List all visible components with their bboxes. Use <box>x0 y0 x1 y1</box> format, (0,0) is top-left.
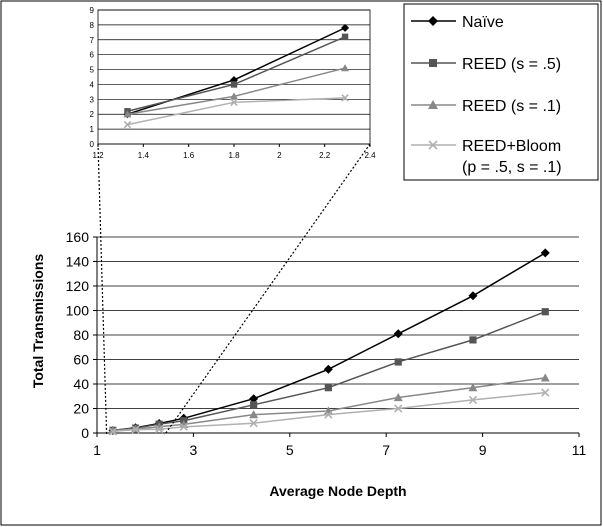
data-point <box>108 427 118 436</box>
data-point <box>249 410 259 419</box>
data-point <box>131 425 140 434</box>
inset-x-tick-label: 2.4 <box>364 151 376 160</box>
x-tick-label: 9 <box>479 442 487 458</box>
y-tick-label: 0 <box>81 425 89 441</box>
data-point <box>468 291 478 301</box>
zoom-connector-lines <box>97 143 371 436</box>
legend-label: REED+Bloom <box>462 138 561 155</box>
inset-y-tick-label: 1 <box>90 125 95 134</box>
inset-plot: 0 1 2 3 4 5 6 7 8 9 1.2 1.4 1.6 1.8 2 2.2 2.4 <box>90 6 377 160</box>
inset-x-tick-label: 1.6 <box>183 151 195 160</box>
inset-y-tick-label: 8 <box>90 21 95 30</box>
x-tick-label: 7 <box>382 442 390 458</box>
inset-y-tick-label: 0 <box>90 140 95 149</box>
x-tick-label: 11 <box>572 442 587 458</box>
inset-data-point <box>341 94 349 102</box>
data-point <box>324 410 333 419</box>
zoom-line-left <box>97 143 108 436</box>
inset-x-tick-label: 2.2 <box>319 151 331 160</box>
data-point <box>468 395 478 405</box>
y-tick-label: 140 <box>66 254 90 270</box>
inset-y-tick-label: 4 <box>90 80 95 89</box>
legend-label-line2: (p = .5, s = .1) <box>462 159 562 176</box>
inset-data-point <box>230 81 238 88</box>
inset-x-tick-label: 1.2 <box>92 151 104 160</box>
y-tick-label: 160 <box>66 229 90 245</box>
inset-y-tick-label: 7 <box>90 36 95 45</box>
legend-box <box>403 3 599 181</box>
data-point <box>468 383 478 392</box>
data-point <box>155 425 164 434</box>
data-point <box>249 419 258 428</box>
inset-data-point <box>230 98 238 107</box>
data-point <box>323 364 333 374</box>
inset-x-tick-label: 2 <box>277 151 282 160</box>
inset-data-point <box>341 23 350 32</box>
inset-data-point <box>123 110 132 118</box>
data-point <box>179 422 188 432</box>
legend: Naïve REED (s = .5) REED (s = .1) REED+Bloo… <box>403 3 599 181</box>
legend-swatch-marker <box>428 140 438 150</box>
data-point <box>541 388 550 397</box>
data-point <box>540 248 550 258</box>
legend-swatch-marker <box>428 16 438 26</box>
legend-label: Naïve <box>462 14 504 31</box>
y-tick-label: 20 <box>73 401 89 417</box>
data-point <box>469 336 477 344</box>
y-tick-label: 60 <box>73 352 89 368</box>
inset-data-point <box>123 120 132 129</box>
y-axis-label: Total Transmissions <box>30 254 46 389</box>
y-tick-label: 80 <box>73 327 89 343</box>
inset-x-tick-label: 1.4 <box>138 151 150 160</box>
inset-data-point <box>341 33 349 40</box>
data-point <box>393 392 403 402</box>
y-tick-label: 40 <box>73 376 89 392</box>
data-point <box>540 373 550 382</box>
data-point <box>324 384 332 392</box>
x-tick-label: 1 <box>93 442 101 458</box>
legend-label: REED (s = .1) <box>462 98 561 115</box>
x-tick-label: 5 <box>286 442 294 458</box>
data-point <box>249 394 259 404</box>
inset-x-tick-label: 1.8 <box>228 151 240 160</box>
legend-swatch-marker <box>428 100 438 109</box>
inset-y-tick-label: 5 <box>90 66 95 75</box>
data-point <box>179 419 189 429</box>
data-point <box>541 308 549 316</box>
y-tick-label: 100 <box>66 303 90 319</box>
inset-data-point <box>341 64 350 72</box>
data-point <box>394 358 402 366</box>
main-plot: 0 20 40 60 80 100 120 140 160 1 3 5 7 9 11 <box>66 229 587 458</box>
inset-y-tick-label: 3 <box>90 95 95 104</box>
inset-y-tick-label: 9 <box>90 6 95 15</box>
legend-label: REED (s = .5) <box>462 56 561 73</box>
legend-swatch-marker <box>429 59 437 67</box>
data-point <box>250 401 258 409</box>
x-tick-label: 3 <box>190 442 198 458</box>
x-axis-label: Average Node Depth <box>269 483 406 499</box>
inset-y-tick-label: 6 <box>90 51 95 60</box>
inset-y-tick-label: 2 <box>90 110 95 119</box>
inset-data-point <box>230 92 238 100</box>
data-point <box>108 426 118 435</box>
zoom-line-right <box>163 143 371 436</box>
data-point <box>393 329 403 339</box>
data-point <box>394 404 403 413</box>
y-tick-label: 120 <box>66 278 90 294</box>
